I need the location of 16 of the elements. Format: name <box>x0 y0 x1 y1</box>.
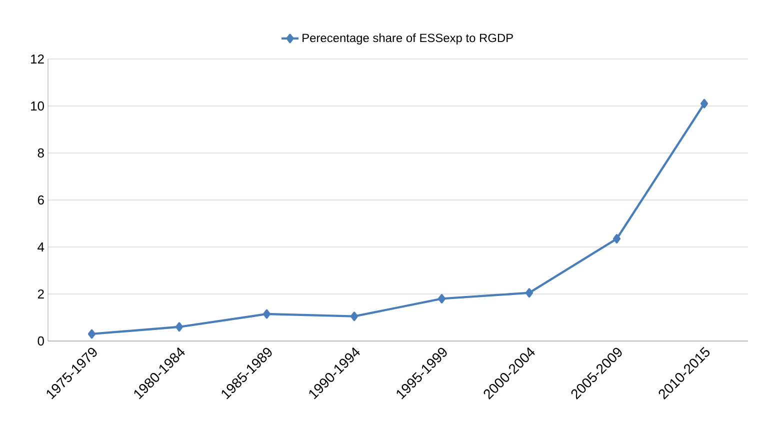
point <box>612 234 621 244</box>
legend-label: Perecentage share of ESSexp to RGDP <box>302 33 513 45</box>
y-tick-label: 10 <box>31 101 44 111</box>
y-tick-label: 8 <box>38 148 44 158</box>
point <box>438 294 446 304</box>
y-tick-label: 6 <box>38 195 44 205</box>
y-tick-label: 4 <box>38 242 44 252</box>
point <box>525 288 534 298</box>
point <box>175 322 184 332</box>
point <box>88 329 96 339</box>
point <box>350 312 358 322</box>
y-tick-label: 2 <box>38 289 44 299</box>
y-tick-label: 0 <box>38 336 44 346</box>
y-tick-label: 12 <box>31 54 44 64</box>
point <box>700 98 708 108</box>
point <box>262 309 271 319</box>
